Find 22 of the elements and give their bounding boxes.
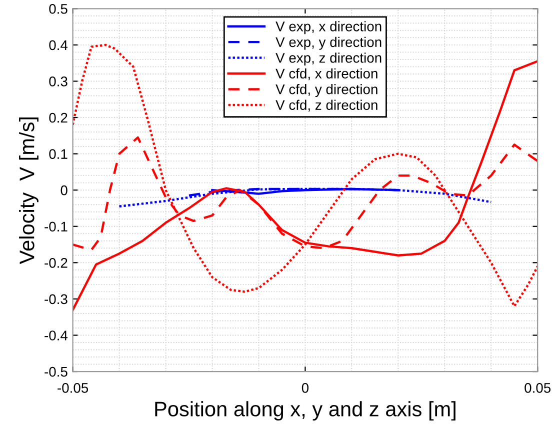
y-axis-title: Velocity V [m/s] [19,117,38,264]
x-axis-title: Position along x, y and z axis [m] [155,401,456,421]
y-tick-label: 0.5 [49,4,68,14]
y-tick-label: -0.4 [44,330,68,340]
y-tick-label: -0.5 [44,366,68,377]
legend-label: V cfd, y direction [276,84,378,97]
legend-label: V cfd, z direction [276,100,378,112]
x-tick-label: 0.05 [524,383,551,393]
x-tick-label: -0.05 [58,383,88,393]
legend-label: V exp, y direction [276,36,382,50]
y-tick-label: -0.3 [44,294,68,304]
legend-label: V exp, x direction [276,21,382,34]
x-tick-label: 0 [302,383,309,393]
y-tick-label: 0.2 [49,112,68,123]
legend-label: V exp, z direction [276,52,382,66]
y-tick-label: 0.4 [49,40,68,50]
y-tick-label: 0.3 [49,76,68,86]
y-tick-label: 0.1 [49,149,68,159]
legend-label: V cfd, x direction [276,68,378,80]
y-tick-label: -0.2 [44,258,68,268]
y-tick-label: 0 [60,185,68,196]
y-tick-label: -0.1 [44,222,68,232]
